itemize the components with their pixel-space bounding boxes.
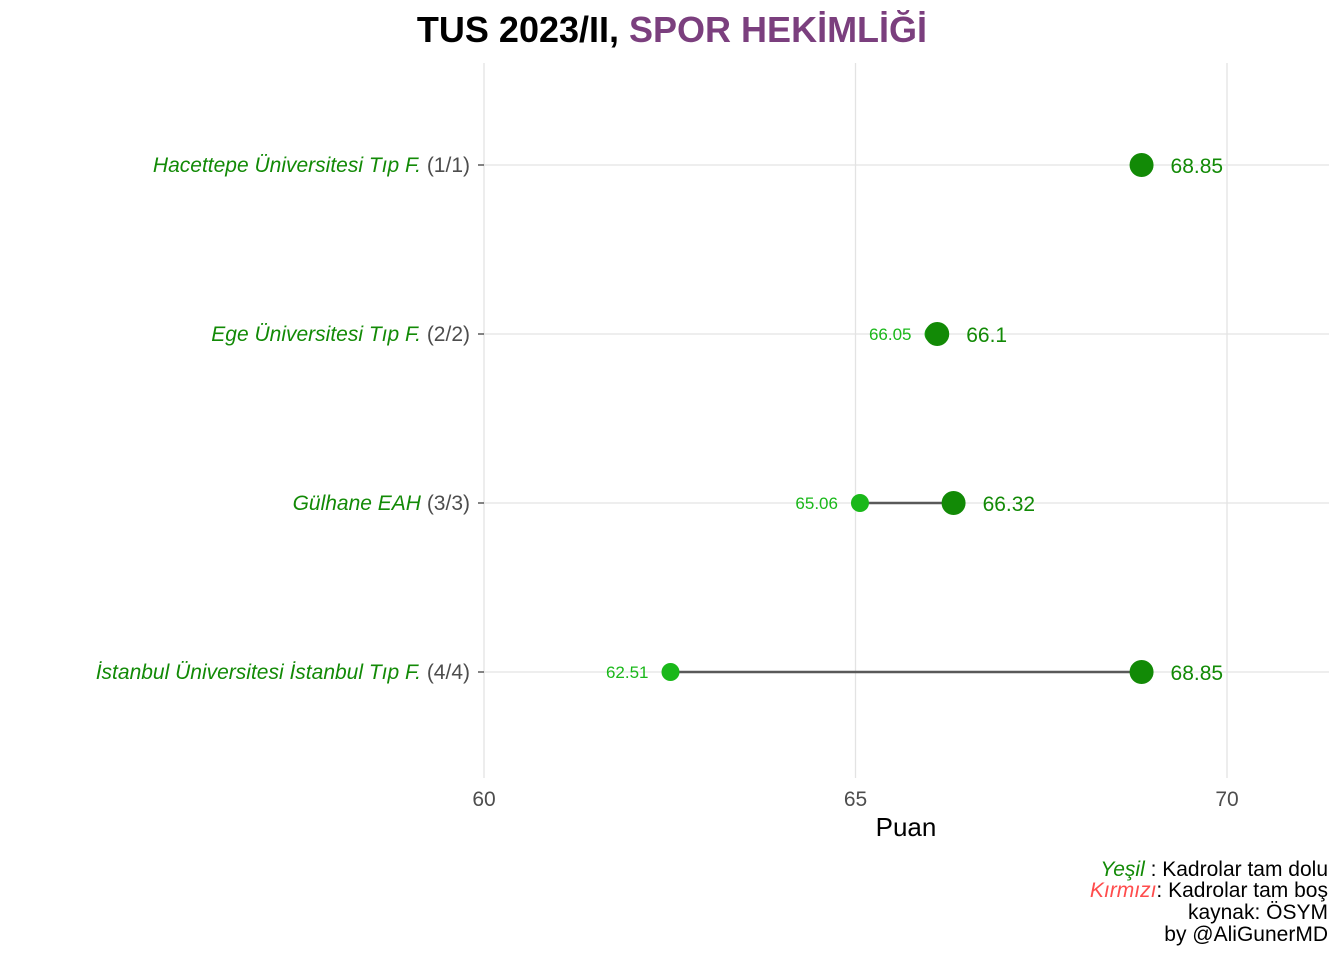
category-name: Gülhane EAH <box>293 492 422 515</box>
category-label: İstanbul Üniversitesi İstanbul Tıp F. (4… <box>96 661 470 684</box>
max-point <box>925 322 950 346</box>
category-name: Ege Üniversitesi Tıp F. <box>211 323 421 346</box>
category-label: Gülhane EAH (3/3) <box>293 492 470 515</box>
max-value-label: 68.85 <box>1171 662 1224 685</box>
category-count: (4/4) <box>421 661 470 684</box>
min-value-label: 62.51 <box>606 663 649 682</box>
x-axis-title: Puan <box>876 812 937 842</box>
category-name: Hacettepe Üniversitesi Tıp F. <box>153 154 421 177</box>
chart-title: TUS 2023/II, SPOR HEKİMLİĞİ <box>417 9 927 50</box>
points-layer <box>661 153 1154 684</box>
max-point <box>1129 153 1154 177</box>
category-count: (3/3) <box>421 492 470 515</box>
max-value-label: 66.1 <box>966 324 1007 347</box>
caption-line-1: Yeşil : Kadrolar tam dolu <box>1100 858 1328 881</box>
chart-title-accent: SPOR HEKİMLİĞİ <box>629 9 927 50</box>
max-point <box>1129 660 1154 684</box>
min-value-label: 66.05 <box>869 325 912 344</box>
min-value-label: 65.06 <box>795 494 838 513</box>
min-point <box>661 663 680 681</box>
labels-layer: 68.85 66.05 66.1 65.06 66.32 62.51 68.85 <box>606 155 1223 685</box>
caption-author: by @AliGunerMD <box>1164 923 1328 946</box>
max-value-label: 66.32 <box>983 493 1036 516</box>
max-value-label: 68.85 <box>1171 155 1224 178</box>
caption-line-2: Kırmızı: Kadrolar tam boş <box>1090 879 1328 902</box>
caption: Yeşil : Kadrolar tam dolu Kırmızı: Kadro… <box>1090 858 1328 946</box>
category-count: (2/2) <box>421 323 470 346</box>
caption-green-key: Yeşil <box>1100 858 1146 881</box>
max-point <box>941 491 966 515</box>
x-tick-label: 65 <box>844 788 867 811</box>
caption-source: kaynak: ÖSYM <box>1188 901 1328 924</box>
category-labels: Hacettepe Üniversitesi Tıp F. (1/1) Ege Ü… <box>96 154 470 684</box>
category-count: (1/1) <box>421 154 470 177</box>
x-tick-label: 60 <box>472 788 495 811</box>
chart-title-main: TUS 2023/II, <box>417 9 629 50</box>
category-label: Ege Üniversitesi Tıp F. (2/2) <box>211 323 470 346</box>
caption-green-text: : Kadrolar tam dolu <box>1145 858 1328 881</box>
grid-layer <box>478 63 1329 778</box>
caption-red-text: : Kadrolar tam boş <box>1156 879 1328 902</box>
category-name: İstanbul Üniversitesi İstanbul Tıp F. <box>96 661 421 684</box>
x-tick-label: 70 <box>1215 788 1238 811</box>
caption-red-key: Kırmızı <box>1090 879 1157 902</box>
category-label: Hacettepe Üniversitesi Tıp F. (1/1) <box>153 154 470 177</box>
x-tick-labels: 60 65 70 <box>472 788 1238 811</box>
min-point <box>850 494 869 512</box>
